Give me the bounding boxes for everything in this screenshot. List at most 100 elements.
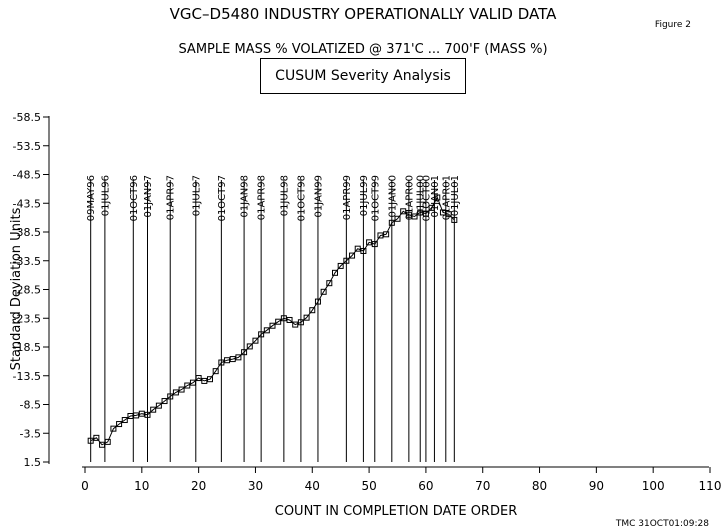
data-point: [167, 393, 174, 400]
data-point: [184, 382, 191, 389]
data-point: [201, 377, 208, 384]
date-marker-label: 01JUL01: [450, 175, 461, 216]
date-marker-label: 01APR98: [257, 175, 268, 220]
data-point: [360, 247, 367, 254]
data-point: [224, 357, 231, 364]
date-marker-label: 01APR00: [404, 175, 415, 220]
y-axis-label: Standard Deviation Units: [9, 207, 24, 370]
data-point: [332, 269, 338, 276]
data-point: [297, 319, 304, 326]
data-point: [366, 239, 373, 246]
data-point: [428, 204, 435, 211]
x-tick-label: 110: [699, 479, 722, 493]
data-point: [93, 434, 100, 441]
data-point: [451, 216, 458, 223]
date-marker-label: 01JUL96: [100, 175, 111, 216]
date-marker-label: 01JUL98: [279, 175, 290, 216]
x-tick-label: 50: [361, 479, 376, 493]
data-point: [99, 441, 106, 448]
date-marker-label: 01OCT99: [370, 175, 381, 221]
y-tick-label: -33.5: [13, 255, 41, 268]
data-point: [155, 402, 162, 409]
data-point: [150, 406, 157, 413]
data-point: [383, 231, 390, 238]
data-point: [252, 337, 259, 344]
data-point: [241, 349, 248, 356]
y-tick-label: -58.5: [13, 111, 41, 124]
data-point: [212, 368, 219, 375]
data-point: [411, 213, 418, 220]
data-point: [434, 194, 441, 201]
data-point: [178, 386, 185, 393]
data-point: [144, 411, 151, 418]
data-point: [195, 375, 202, 382]
data-point: [246, 343, 253, 350]
date-marker-label: 01APR01: [441, 175, 452, 220]
x-tick-label: 40: [305, 479, 320, 493]
date-marker-label: 01JAN01: [430, 175, 441, 218]
date-marker-label: 01JUL97: [191, 175, 202, 216]
data-point: [275, 318, 282, 325]
y-tick-label: -28.5: [13, 284, 41, 297]
x-axis-label: COUNT IN COMPLETION DATE ORDER: [275, 504, 517, 519]
data-point: [320, 288, 327, 295]
data-point: [110, 425, 117, 432]
data-point: [138, 410, 145, 417]
y-tick-label: 1.5: [24, 456, 42, 469]
data-point: [337, 262, 344, 269]
data-point: [116, 421, 123, 428]
date-marker-label: 01APR99: [342, 175, 353, 220]
data-point: [235, 354, 242, 361]
data-point: [133, 412, 140, 419]
data-point: [258, 331, 265, 338]
date-marker-label: 01OCT98: [296, 175, 307, 221]
boxed-title: CUSUM Severity Analysis: [260, 58, 466, 94]
data-point: [371, 241, 378, 248]
date-marker-label: 01JAN97: [143, 175, 154, 218]
data-point: [377, 232, 384, 239]
y-tick-label: -48.5: [13, 169, 41, 182]
date-marker-label: 01APR97: [166, 175, 177, 220]
date-marker-label: 01OCT97: [217, 175, 228, 221]
data-point: [405, 211, 412, 218]
data-point: [354, 245, 361, 252]
data-point: [349, 252, 356, 259]
data-point: [309, 307, 316, 314]
y-tick-label: -18.5: [13, 341, 41, 354]
x-tick-label: 80: [532, 479, 547, 493]
date-marker-label: 01JUL99: [359, 175, 370, 216]
date-marker-label: 01JAN00: [387, 175, 398, 218]
data-point: [326, 280, 333, 287]
x-tick-label: 30: [248, 479, 263, 493]
y-tick-label: -43.5: [13, 197, 41, 210]
data-point: [161, 398, 168, 405]
data-point: [127, 413, 134, 419]
data-point: [263, 327, 270, 334]
figure-label: Figure 2: [655, 20, 691, 30]
x-tick-label: 0: [81, 479, 89, 493]
data-point: [439, 209, 446, 216]
data-point: [87, 437, 94, 444]
x-tick-label: 100: [642, 479, 665, 493]
x-tick-label: 90: [589, 479, 604, 493]
data-point: [400, 208, 407, 215]
date-marker-label: 01JUL00: [416, 175, 427, 216]
x-tick-label: 10: [134, 479, 149, 493]
data-point: [121, 417, 128, 424]
y-tick-label: -3.5: [20, 427, 41, 440]
date-marker-label: 01JAN98: [240, 175, 251, 218]
data-point: [104, 438, 111, 445]
data-point: [292, 321, 299, 328]
data-point: [286, 316, 293, 323]
cusum-line: [90, 196, 455, 446]
date-marker-label: 09MAY96: [86, 175, 97, 221]
timestamp-footer: TMC 31OCT01:09:28: [615, 519, 709, 529]
data-point: [207, 376, 213, 383]
y-tick-label: -38.5: [13, 226, 41, 239]
x-tick-label: 20: [191, 479, 206, 493]
data-point: [229, 356, 236, 363]
data-point: [394, 215, 401, 222]
data-point: [189, 379, 196, 386]
data-point: [303, 314, 310, 321]
